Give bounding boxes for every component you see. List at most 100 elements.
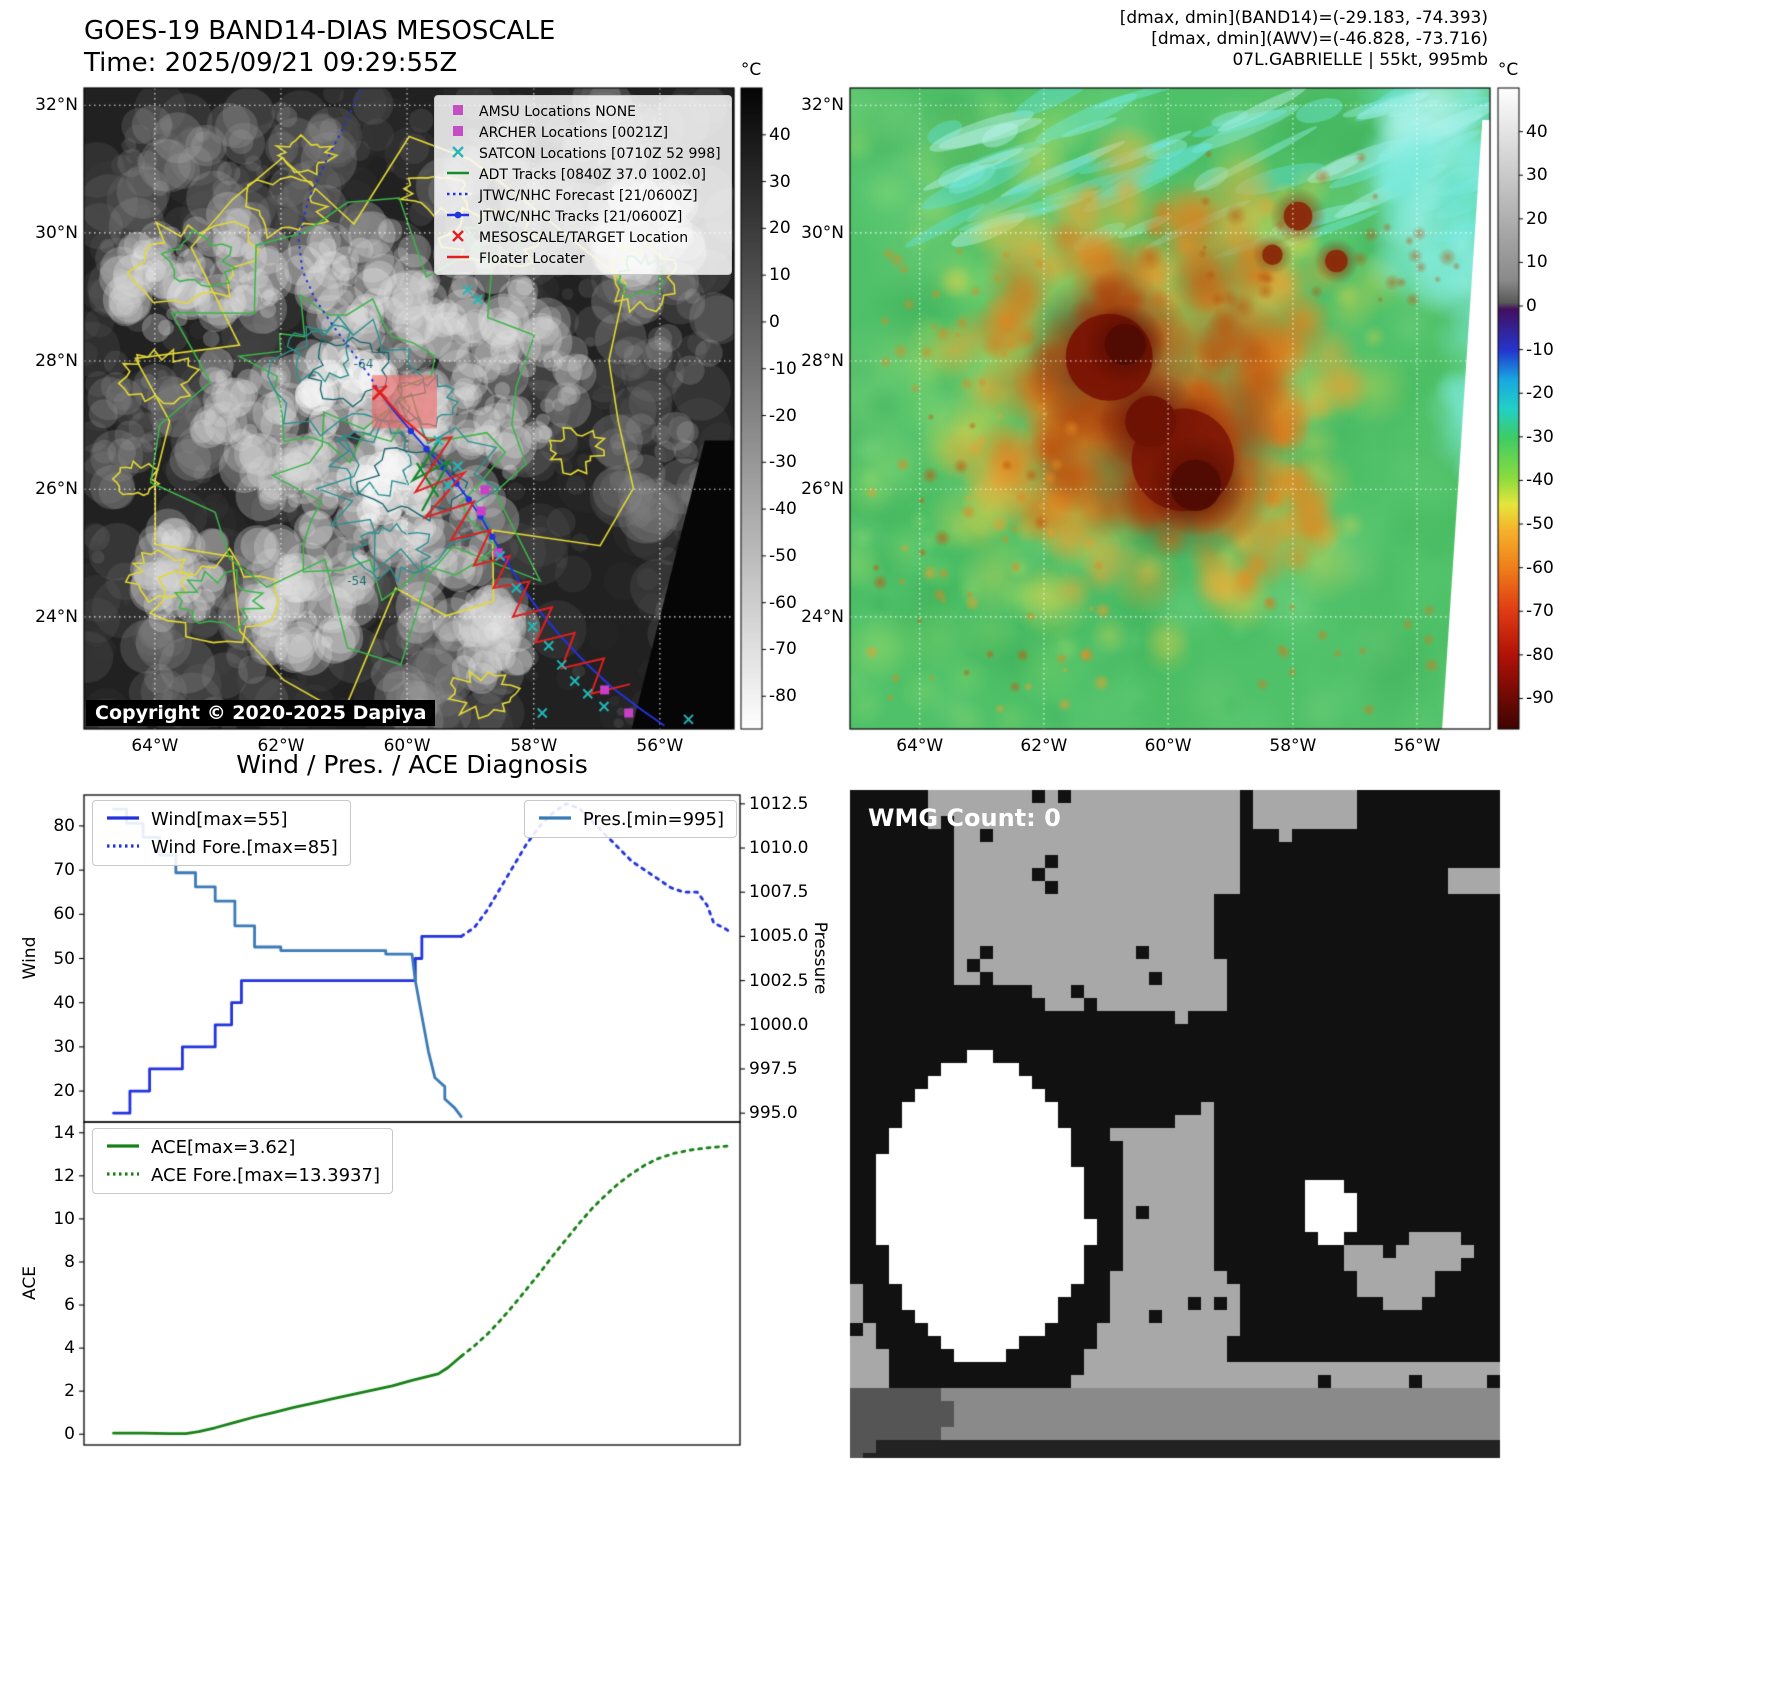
square-legend-marker <box>445 103 471 121</box>
ace-ytick: 2 <box>64 1381 75 1402</box>
wmg-count-label: WMG Count: 0 <box>868 804 1061 832</box>
tl-cbar-tick: -10 <box>769 358 797 379</box>
pressure-legend-item: Pres.[min=995] <box>537 808 724 830</box>
legend-label: Pres.[min=995] <box>582 808 724 830</box>
tr-info-line-awv: [dmax, dmin](AWV)=(-46.828, -73.716) <box>1151 29 1488 49</box>
tl-lat-tick: 24°N <box>35 606 78 627</box>
tr-cbar-tick: -50 <box>1526 514 1554 535</box>
tl-legend-item: JTWC/NHC Forecast [21/0600Z] <box>445 186 721 205</box>
legend-label: SATCON Locations [0710Z 52 998] <box>479 145 721 162</box>
tl-cbar-tick: 10 <box>769 265 791 286</box>
wind-ytick: 30 <box>53 1036 75 1057</box>
tr-lat-tick: 32°N <box>801 95 844 116</box>
line-legend-marker <box>445 250 471 268</box>
legend-label: JTWC/NHC Forecast [21/0600Z] <box>479 187 698 204</box>
legend-label: ADT Tracks [0840Z 37.0 1002.0] <box>479 166 706 183</box>
dotted-legend-marker <box>105 1165 141 1186</box>
tr-cbar-tick: -30 <box>1526 426 1554 447</box>
ace-axis-label: ACE <box>20 1266 40 1300</box>
legend-label: ARCHER Locations [0021Z] <box>479 124 669 141</box>
line-legend-marker <box>445 166 471 184</box>
tl-legend-item: MESOSCALE/TARGET Location <box>445 228 721 247</box>
legend-label: Floater Locater <box>479 250 585 267</box>
tr-lat-tick: 30°N <box>801 222 844 243</box>
wind-ytick: 50 <box>53 948 75 969</box>
square-legend-marker <box>445 124 471 142</box>
legend-label: AMSU Locations NONE <box>479 103 637 120</box>
tr-info-block: [dmax, dmin](BAND14)=(-29.183, -74.393) … <box>1120 8 1488 71</box>
tr-colorbar-unit: °C <box>1497 60 1519 80</box>
pressure-ytick: 1007.5 <box>749 882 809 903</box>
tr-lat-tick: 24°N <box>801 606 844 627</box>
tl-map-subtitle: Time: 2025/09/21 09:29:55Z <box>84 48 458 78</box>
tr-cbar-tick: 40 <box>1526 121 1548 142</box>
ace-legend-item: ACE Fore.[max=13.3937] <box>105 1164 380 1186</box>
tl-colorbar-unit: °C <box>740 60 762 80</box>
ace-legend-item: ACE[max=3.62] <box>105 1136 380 1158</box>
ace-ytick: 6 <box>64 1295 75 1316</box>
tr-lon-tick: 58°W <box>1269 736 1317 756</box>
pressure-ytick: 1002.5 <box>749 970 809 991</box>
legend-label: ACE Fore.[max=13.3937] <box>151 1164 380 1186</box>
pressure-ytick: 1012.5 <box>749 793 809 814</box>
tl-lat-tick: 26°N <box>35 479 78 500</box>
tl-cbar-tick: -70 <box>769 639 797 660</box>
wind-axis-label: Wind <box>20 936 40 980</box>
tl-legend-item: JTWC/NHC Tracks [21/0600Z] <box>445 207 721 226</box>
pressure-ytick: 995.0 <box>749 1103 798 1124</box>
pressure-ytick: 997.5 <box>749 1058 798 1079</box>
chart-title: Wind / Pres. / ACE Diagnosis <box>236 750 588 779</box>
wind-ytick: 80 <box>53 815 75 836</box>
line-dot-legend-marker <box>445 208 471 226</box>
tr-cbar-tick: 10 <box>1526 252 1548 273</box>
tr-lat-tick: 28°N <box>801 351 844 372</box>
tl-legend-item: Floater Locater <box>445 249 721 268</box>
tr-lon-tick: 62°W <box>1020 736 1068 756</box>
ace-ytick: 0 <box>64 1424 75 1445</box>
tr-lat-tick: 26°N <box>801 479 844 500</box>
ace-ytick: 10 <box>53 1208 75 1229</box>
pressure-ytick: 1000.0 <box>749 1014 809 1035</box>
wind-legend-item: Wind Fore.[max=85] <box>105 836 338 858</box>
tr-lon-tick: 56°W <box>1393 736 1441 756</box>
tl-lat-tick: 28°N <box>35 351 78 372</box>
tl-cbar-tick: 0 <box>769 311 780 332</box>
pressure-axis-label: Pressure <box>810 921 830 995</box>
tl-lat-tick: 30°N <box>35 222 78 243</box>
tl-cbar-tick: -30 <box>769 452 797 473</box>
pressure-ytick: 1010.0 <box>749 838 809 859</box>
tl-lon-tick: 60°W <box>383 736 431 756</box>
legend-label: ACE[max=3.62] <box>151 1136 296 1158</box>
tl-cbar-tick: 20 <box>769 218 791 239</box>
tl-map-title: GOES-19 BAND14-DIAS MESOSCALE <box>84 16 556 46</box>
solid-legend-marker <box>105 1137 141 1158</box>
tr-cbar-tick: -20 <box>1526 383 1554 404</box>
tr-cbar-tick: -60 <box>1526 557 1554 578</box>
pressure-chart-legend: Pres.[min=995] <box>523 800 737 838</box>
ace-chart-legend: ACE[max=3.62] ACE Fore.[max=13.3937] <box>92 1128 393 1194</box>
tl-cbar-tick: -50 <box>769 545 797 566</box>
legend-label: Wind[max=55] <box>151 808 288 830</box>
tr-cbar-tick: -40 <box>1526 470 1554 491</box>
tr-cbar-tick: 0 <box>1526 296 1537 317</box>
tl-cbar-tick: 40 <box>769 124 791 145</box>
ace-ytick: 4 <box>64 1338 75 1359</box>
copyright-banner: Copyright © 2020-2025 Dapiya <box>86 700 436 726</box>
tr-info-line-band14: [dmax, dmin](BAND14)=(-29.183, -74.393) <box>1119 8 1488 28</box>
legend-label: MESOSCALE/TARGET Location <box>479 229 689 246</box>
tl-cbar-tick: -80 <box>769 686 797 707</box>
solid-legend-marker <box>537 809 573 830</box>
tl-lon-tick: 62°W <box>257 736 305 756</box>
wind-ytick: 20 <box>53 1081 75 1102</box>
tr-cbar-tick: -70 <box>1526 601 1554 622</box>
wind-ytick: 40 <box>53 992 75 1013</box>
tr-cbar-tick: -80 <box>1526 644 1554 665</box>
wind-chart-legend: Wind[max=55] Wind Fore.[max=85] <box>92 800 351 866</box>
wind-legend-item: Wind[max=55] <box>105 808 338 830</box>
tr-storm-id: 07L.GABRIELLE | 55kt, 995mb <box>1232 50 1488 70</box>
tl-cbar-tick: -40 <box>769 499 797 520</box>
legend-label: Wind Fore.[max=85] <box>151 836 338 858</box>
tl-legend-item: SATCON Locations [0710Z 52 998] <box>445 144 721 163</box>
tl-cbar-tick: -20 <box>769 405 797 426</box>
